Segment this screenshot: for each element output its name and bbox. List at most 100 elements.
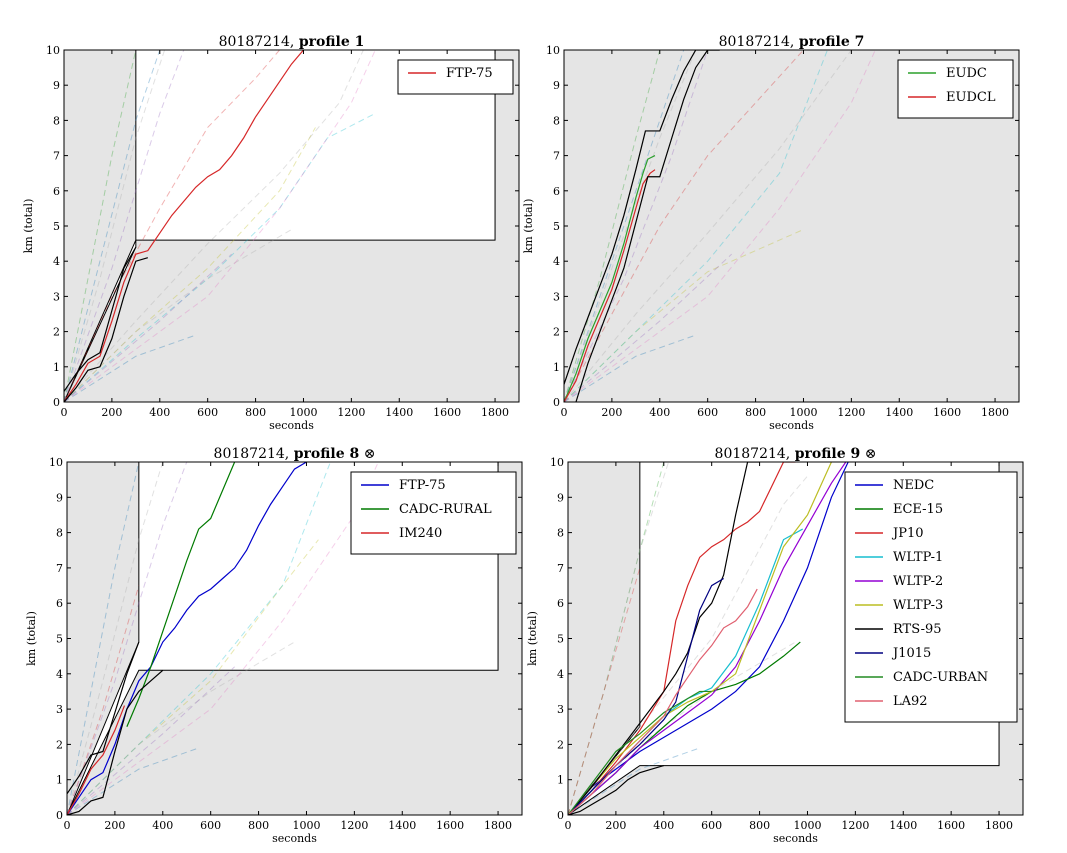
- panel-title-profile: profile 7: [799, 34, 865, 50]
- legend-entry-wltp-3: WLTP-3: [893, 598, 943, 613]
- legend-entry-nedc: NEDC: [893, 478, 934, 493]
- legend-entry-jp10: JP10: [891, 526, 924, 541]
- legend-entry-eudc: EUDC: [946, 66, 987, 81]
- background-trace-8: [564, 50, 828, 402]
- panel-title-profile: profile 8: [294, 446, 360, 462]
- x-tick-label: 800: [749, 819, 770, 832]
- y-tick-label: 2: [553, 326, 560, 339]
- panel-title-profile: profile 9: [795, 446, 861, 462]
- legend-entry-cadc-rural: CADC-RURAL: [399, 502, 492, 517]
- background-trace-1: [568, 462, 665, 815]
- x-tick-label: 1400: [385, 406, 413, 419]
- legend-entry-la92: LA92: [893, 694, 928, 709]
- background-trace-4: [64, 50, 185, 402]
- panel-title-id: 80187214,: [219, 34, 299, 50]
- series-line-boundary-5: [67, 669, 164, 815]
- background-trace-5: [64, 50, 280, 402]
- x-tick-label: 1800: [981, 406, 1009, 419]
- x-tick-label: 400: [649, 406, 670, 419]
- chart-panel-4: 0 200 400 600 800 1000 1200 1400 1600 1800 0 1 2 3 4 5 6…: [526, 446, 1024, 845]
- legend: FTP-75: [397, 59, 514, 95]
- x-tick-label: 1600: [933, 406, 961, 419]
- y-tick-label: 10: [550, 456, 564, 469]
- y-axis-label: km (total): [25, 611, 38, 666]
- series-line-im240: [67, 705, 126, 815]
- background-trace-1: [64, 50, 137, 402]
- x-tick-label: 800: [745, 406, 766, 419]
- y-tick-label: 8: [56, 527, 63, 540]
- x-tick-label: 1200: [841, 819, 869, 832]
- x-tick-label: 1600: [433, 406, 461, 419]
- panel-title: 80187214, profile 8 ⊗: [214, 446, 376, 462]
- background-trace-12: [64, 253, 232, 402]
- background-trace-2: [564, 50, 685, 402]
- series-line-la92: [568, 588, 758, 815]
- series-line-cadc-rural: [126, 462, 236, 727]
- x-tick-label: 1800: [985, 819, 1013, 832]
- background-trace-10: [64, 50, 376, 402]
- x-tick-label: 800: [245, 406, 266, 419]
- y-tick-label: 6: [553, 185, 560, 198]
- x-tick-label: 1600: [436, 819, 464, 832]
- x-tick-label: 400: [149, 406, 170, 419]
- x-tick-label: 600: [200, 819, 221, 832]
- y-tick-label: 0: [56, 809, 63, 822]
- panel-title-id: 80187214,: [719, 34, 799, 50]
- legend-entry-im240: IM240: [399, 526, 442, 541]
- y-tick-label: 7: [53, 150, 60, 163]
- y-tick-label: 1: [56, 774, 63, 787]
- background-trace-1: [67, 462, 140, 815]
- y-tick-label: 7: [553, 150, 560, 163]
- panel-title: 80187214, profile 7: [719, 34, 865, 50]
- y-tick-label: 4: [553, 255, 560, 268]
- y-tick-label: 5: [56, 633, 63, 646]
- y-tick-label: 9: [557, 491, 564, 504]
- background-trace-1: [564, 50, 661, 402]
- y-tick-label: 4: [56, 668, 63, 681]
- y-tick-label: 8: [53, 114, 60, 127]
- background-trace-3: [64, 50, 166, 402]
- y-tick-label: 3: [56, 703, 63, 716]
- x-tick-label: 400: [152, 819, 173, 832]
- y-axis-label: km (total): [22, 199, 35, 254]
- background-trace-8: [67, 641, 295, 815]
- x-axis-label: seconds: [272, 832, 317, 845]
- legend-entry-ftp-75: FTP-75: [399, 478, 446, 493]
- x-tick-label: 1800: [484, 819, 512, 832]
- x-tick-label: 1000: [789, 406, 817, 419]
- background-trace-6: [564, 334, 696, 402]
- y-tick-label: 9: [53, 79, 60, 92]
- series-line-boundary-4: [575, 50, 720, 402]
- series-line-boundary-2: [64, 257, 148, 402]
- legend-box: [397, 59, 514, 95]
- x-tick-label: 1000: [292, 819, 320, 832]
- chart-panel-3: 0 200 400 600 800 1000 1200 1400 1600 1800 0 1 2 3 4 5 6…: [25, 446, 523, 845]
- y-tick-label: 5: [53, 220, 60, 233]
- x-axis-label: seconds: [769, 419, 814, 432]
- y-tick-label: 8: [557, 527, 564, 540]
- background-trace-10: [67, 666, 235, 815]
- x-tick-label: 1600: [937, 819, 965, 832]
- background-trace-2: [64, 50, 161, 402]
- series-line-boundary-11: [568, 765, 664, 815]
- y-axis-label: km (total): [526, 611, 539, 666]
- background-trace-4: [67, 462, 188, 815]
- background-trace-11: [64, 50, 364, 402]
- background-trace-6: [64, 334, 196, 402]
- y-tick-label: 1: [53, 361, 60, 374]
- series-line-boundary-3: [564, 50, 720, 385]
- series-line-ftp-75: [64, 50, 304, 402]
- background-trace-3: [67, 585, 140, 815]
- background-trace-11: [564, 253, 732, 402]
- series-line-eudc: [564, 155, 656, 402]
- background-trace-2: [568, 462, 670, 815]
- series-line-rts-95: [568, 462, 760, 815]
- panel-title-profile: profile 1: [299, 34, 365, 50]
- background-trace-2: [67, 462, 164, 815]
- series-line-cadc-urban: [568, 690, 712, 815]
- panel-title: 80187214, profile 1: [219, 34, 365, 50]
- chart-panel-2: 0 200 400 600 800 1000 1200 1400 1600 1800 0 1 2 3 4 5 6…: [522, 34, 1020, 432]
- series-line-boundary-3: [64, 246, 137, 392]
- y-tick-label: 7: [56, 562, 63, 575]
